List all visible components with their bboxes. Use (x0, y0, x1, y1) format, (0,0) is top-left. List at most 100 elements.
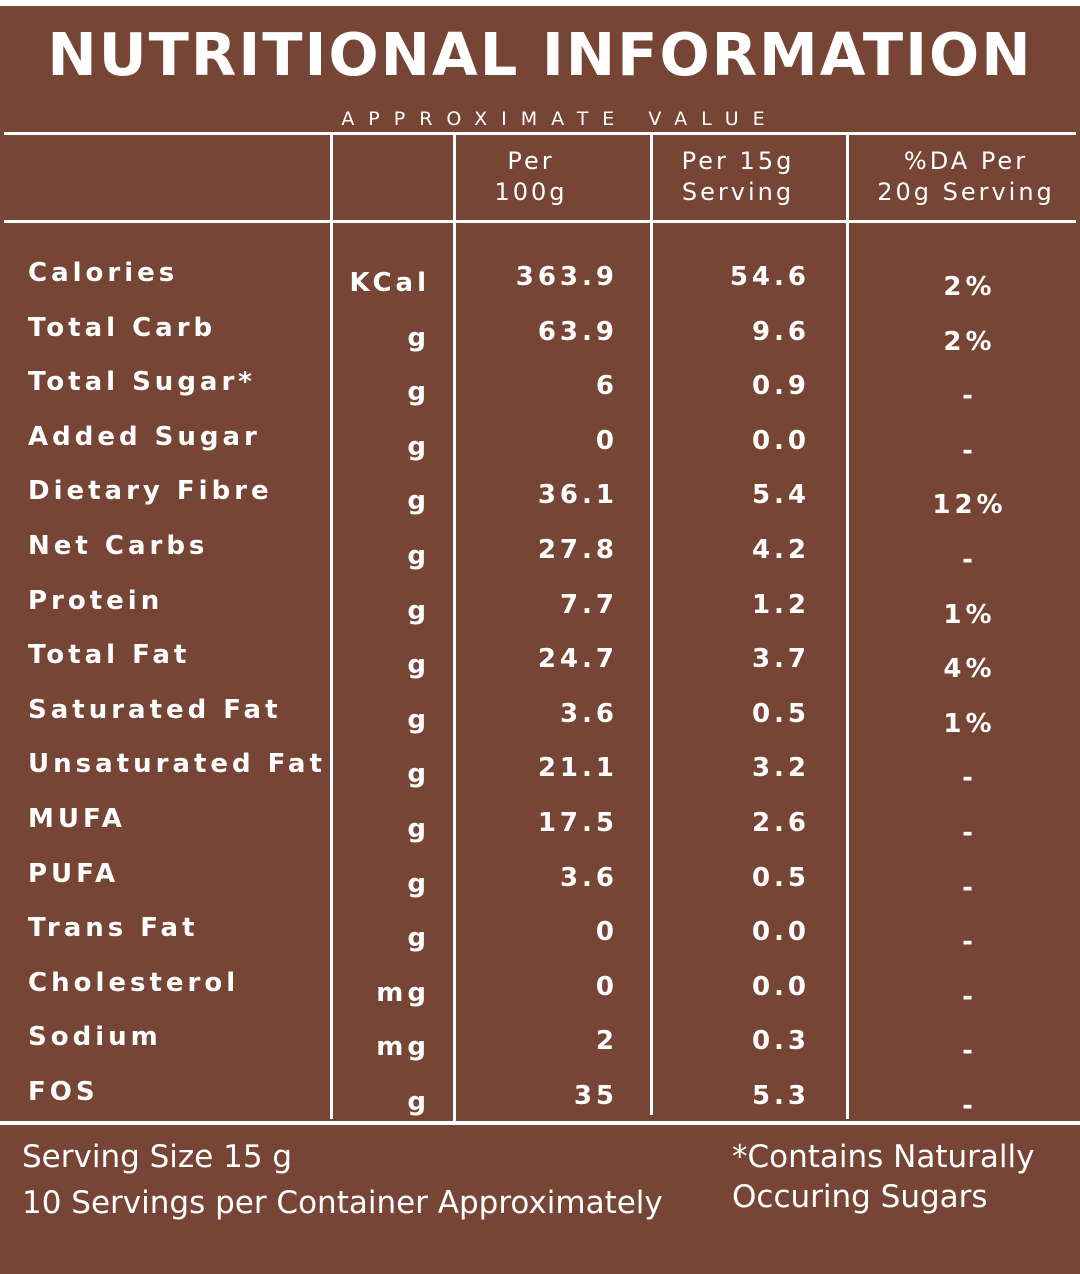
value-per-15g: 0.0 (751, 917, 810, 948)
value-per-100g: 3.6 (559, 862, 618, 893)
nutrient-unit: g (407, 868, 430, 899)
value-per-100g: 17.5 (537, 808, 618, 838)
nutrient-name: Dietary Fibre (28, 476, 273, 507)
value-per-100g: 24.7 (537, 644, 618, 675)
value-daily-allowance: - (962, 381, 977, 412)
nutrient-name: Saturated Fat (28, 694, 282, 725)
value-per-100g: 0 (595, 971, 618, 1002)
servings-per-container-text: 10 Servings per Container Approximately (22, 1185, 663, 1221)
nutrient-name: Net Carbs (28, 531, 209, 561)
value-daily-allowance: - (962, 1036, 977, 1067)
column-header-per-100g-line1: Per (507, 147, 555, 175)
value-per-15g: 0.5 (751, 862, 810, 893)
nutrient-unit: g (407, 759, 430, 790)
nutrient-unit: mg (376, 1032, 430, 1063)
nutrient-unit: g (407, 650, 430, 681)
value-daily-allowance: 12% (932, 490, 1007, 521)
value-per-100g: 3.6 (559, 698, 618, 729)
value-per-15g: 1.2 (751, 589, 810, 620)
nutrient-name: PUFA (28, 858, 120, 889)
nutrient-unit: g (407, 541, 430, 571)
value-per-15g: 0.0 (751, 425, 810, 456)
column-header-per-15g-line1: Per 15g (681, 147, 795, 175)
value-daily-allowance: - (962, 927, 977, 958)
nutrient-unit: g (407, 431, 430, 462)
nutrient-name: FOS (28, 1077, 99, 1107)
value-per-100g: 0 (595, 917, 618, 948)
page-subtitle: APPROXIMATE VALUE (341, 108, 779, 130)
value-per-15g: 0.3 (751, 1026, 810, 1057)
nutrient-name: Trans Fat (28, 913, 199, 944)
value-per-100g: 35 (573, 1081, 618, 1111)
value-per-100g: 0 (595, 425, 618, 456)
serving-size-text: Serving Size 15 g (22, 1139, 293, 1175)
sugar-note-line1: *Contains Naturally (732, 1139, 1035, 1175)
nutrient-unit: g (407, 595, 430, 626)
value-daily-allowance: 1% (943, 599, 996, 630)
nutrient-unit: KCal (349, 268, 430, 298)
nutrient-name: Total Carb (28, 312, 217, 343)
value-per-15g: 0.0 (751, 971, 810, 1002)
value-per-100g: 21.1 (537, 753, 618, 784)
header-bottom-divider (4, 220, 1076, 223)
nutrient-unit: g (407, 322, 430, 353)
value-per-100g: 36.1 (537, 480, 618, 511)
value-daily-allowance: - (962, 872, 977, 903)
value-daily-allowance: 1% (943, 708, 996, 739)
value-daily-allowance: 4% (943, 654, 996, 685)
value-per-15g: 5.4 (751, 480, 810, 511)
value-daily-allowance: - (962, 818, 977, 848)
nutrient-unit: mg (376, 977, 430, 1008)
nutrient-unit: g (407, 1087, 430, 1117)
page-title: NUTRITIONAL INFORMATION (47, 20, 1033, 89)
value-daily-allowance: - (962, 763, 977, 794)
value-per-15g: 0.9 (751, 371, 810, 402)
value-per-15g: 0.5 (751, 698, 810, 729)
value-per-100g: 63.9 (537, 316, 618, 347)
nutrient-unit: g (407, 814, 430, 844)
column-header-per-100g-line2: 100g (494, 178, 568, 206)
column-header-da-line1: %DA Per (903, 147, 1029, 175)
column-header-da-per-20g: %DA Per 20g Serving (852, 146, 1080, 208)
value-per-15g: 9.6 (751, 316, 810, 347)
nutrient-name: Sodium (28, 1022, 162, 1053)
value-per-100g: 363.9 (515, 262, 618, 292)
sugar-note-line2: Occuring Sugars (732, 1179, 988, 1215)
nutrient-name: Added Sugar (28, 421, 261, 452)
nutrient-unit: g (407, 704, 430, 735)
nutrient-name: Cholesterol (28, 967, 240, 998)
value-per-15g: 54.6 (729, 262, 810, 292)
column-header-per-100g: Per 100g (456, 146, 606, 208)
value-per-100g: 7.7 (559, 589, 618, 620)
nutrient-name: Calories (28, 258, 179, 288)
nutrient-unit: g (407, 923, 430, 954)
value-per-15g: 5.3 (751, 1081, 810, 1111)
column-header-da-line2: 20g Serving (877, 178, 1055, 206)
value-per-15g: 4.2 (751, 535, 810, 565)
nutrient-name: Total Sugar* (28, 367, 256, 398)
value-daily-allowance: - (962, 1091, 977, 1121)
value-per-15g: 2.6 (751, 808, 810, 838)
column-header-per-15g-line2: Serving (681, 178, 795, 206)
nutrition-table-panel: NUTRITIONAL INFORMATION APPROXIMATE VALU… (0, 6, 1080, 1125)
value-daily-allowance: - (962, 435, 977, 466)
value-per-100g: 27.8 (537, 535, 618, 565)
value-per-100g: 2 (595, 1026, 618, 1057)
header-top-divider (4, 132, 1076, 135)
nutrient-name: Total Fat (28, 640, 191, 671)
nutrient-name: Protein (28, 585, 164, 616)
column-divider-2 (453, 135, 456, 1125)
nutrient-unit: g (407, 377, 430, 408)
value-daily-allowance: - (962, 981, 977, 1012)
column-header-per-15g: Per 15g Serving (653, 146, 823, 208)
nutrient-name: MUFA (28, 804, 126, 834)
value-daily-allowance: 2% (943, 326, 996, 357)
nutrient-name: Unsaturated Fat (28, 749, 326, 780)
column-divider-1 (330, 135, 333, 1119)
value-per-100g: 6 (595, 371, 618, 402)
value-per-15g: 3.7 (751, 644, 810, 675)
column-divider-3 (650, 135, 653, 1115)
column-divider-4 (846, 135, 849, 1119)
nutrient-unit: g (407, 486, 430, 517)
value-per-15g: 3.2 (751, 753, 810, 784)
